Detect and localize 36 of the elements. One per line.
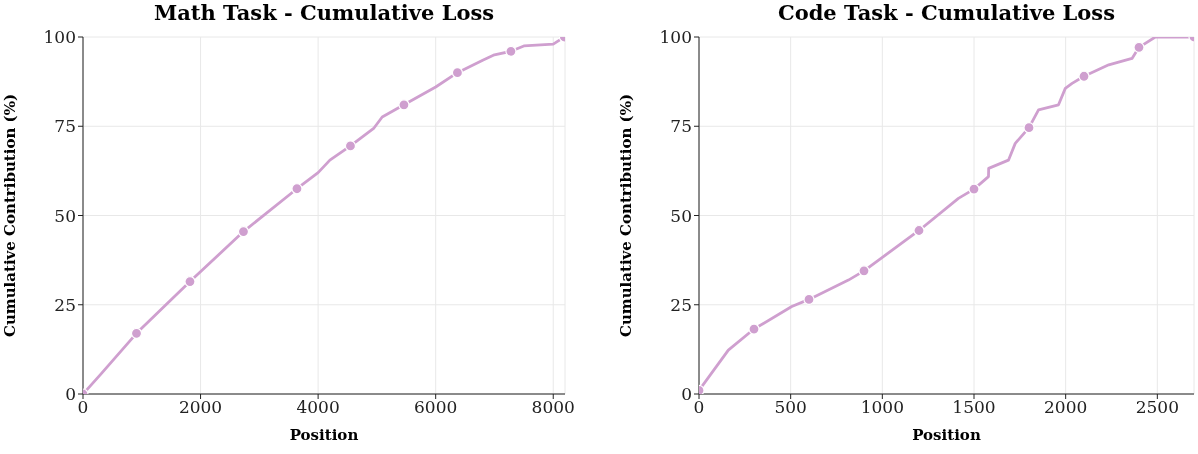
y-tick-label: 50: [54, 205, 76, 226]
point: [1023, 122, 1035, 134]
x-tick-label: 2000: [1044, 397, 1088, 418]
chart-title: Math Task - Cumulative Loss: [152, 0, 496, 25]
point: [1078, 70, 1090, 82]
y-axis-title: Cumulative Contribution (%): [1, 93, 20, 338]
y-tick-label: 75: [670, 116, 692, 137]
x-tick-label: 0: [693, 397, 705, 418]
y-tick-label: 0: [681, 384, 692, 405]
point: [748, 323, 760, 335]
y-tick-label: 75: [54, 116, 76, 137]
chart-title: Code Task - Cumulative Loss: [776, 0, 1116, 25]
y-tick-label: 25: [54, 294, 76, 315]
x-tick-label: 1000: [860, 397, 904, 418]
x-axis-title: Position: [912, 426, 981, 444]
y-tick-label: 25: [670, 294, 692, 315]
x-tick-label: 0: [77, 397, 89, 418]
point: [968, 183, 980, 195]
x-tick-label: 2000: [178, 397, 223, 418]
point: [858, 265, 870, 277]
point: [291, 183, 303, 195]
x-tick-label: 500: [774, 397, 807, 418]
x-tick-label: 8000: [531, 397, 575, 418]
y-tick-label: 100: [43, 27, 76, 48]
y-tick-label: 0: [65, 384, 76, 405]
point: [344, 140, 357, 152]
y-tick-label: 50: [670, 205, 692, 226]
x-tick-label: 1500: [952, 397, 996, 418]
x-tick-label: 4000: [296, 397, 340, 418]
point: [398, 99, 410, 111]
y-tick-label: 100: [659, 27, 692, 48]
point: [505, 45, 517, 57]
x-tick-label: 6000: [414, 397, 458, 418]
x-axis-title: Position: [289, 426, 359, 444]
x-tick-label: 2500: [1135, 397, 1179, 418]
y-axis-title: Cumulative Contribution (%): [617, 93, 636, 338]
